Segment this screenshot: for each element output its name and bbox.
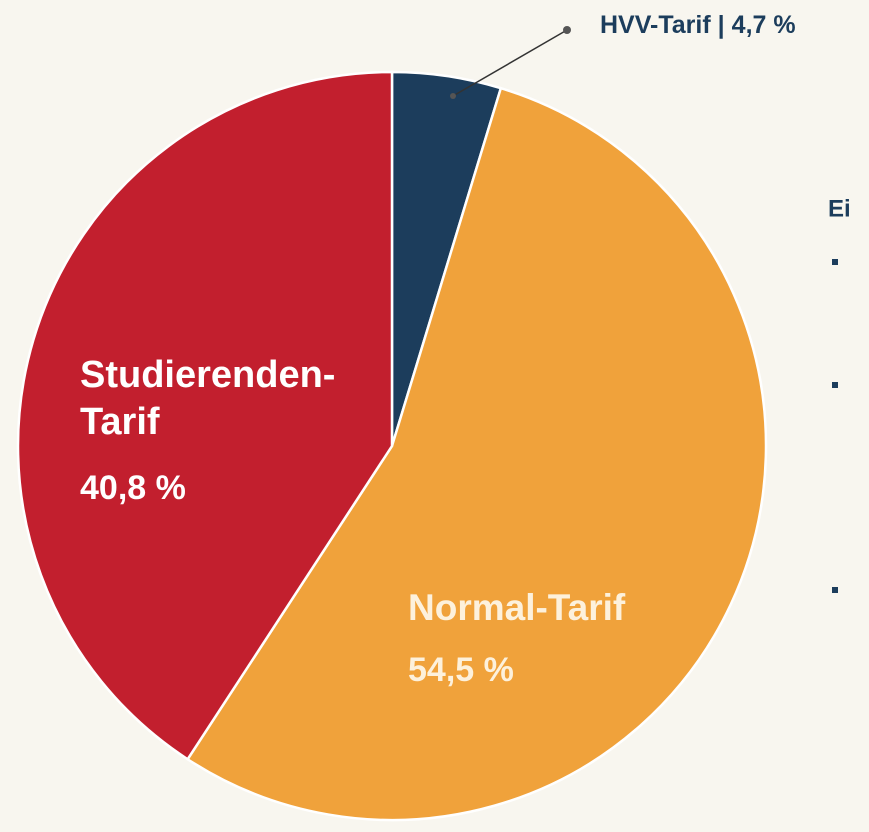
bullet [832, 587, 838, 593]
category-label: Studierenden-Tarif [80, 354, 335, 443]
side-text: Ei [828, 195, 851, 222]
callout-label: HVV-Tarif | 4,7 % [600, 11, 796, 39]
value-label: 4,7 % [732, 11, 796, 39]
callout-dot [450, 93, 456, 99]
bullet [832, 259, 838, 265]
value-label: 40,8 % [80, 469, 186, 507]
value-label: 54,5 % [408, 651, 514, 689]
label-separator: | [718, 11, 725, 39]
bullet [832, 382, 838, 388]
callout-line [452, 29, 568, 97]
category-label: HVV-Tarif [600, 11, 711, 39]
callout-dot [563, 26, 571, 34]
pie-slice [16, 70, 394, 761]
category-label: Normal-Tarif [408, 587, 626, 628]
pie-slice [185, 86, 768, 822]
